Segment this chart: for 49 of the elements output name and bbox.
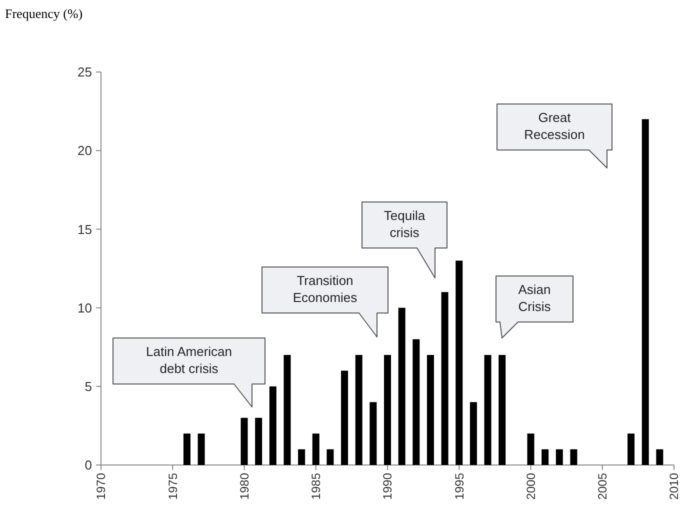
bar: [341, 370, 348, 465]
bar: [398, 308, 406, 465]
annotation: Tequila crisis: [384, 208, 426, 240]
x-tick-label: 1970: [94, 472, 108, 500]
bar: [370, 402, 377, 465]
bar: [355, 354, 362, 465]
bar: [441, 292, 448, 465]
bar: [642, 119, 649, 465]
y-tick-label: 20: [78, 143, 92, 158]
bar: [656, 449, 664, 465]
x-tick-label: 2010: [667, 472, 682, 500]
bar: [498, 354, 506, 465]
bar: [384, 354, 391, 465]
x-tick-label: 2000: [524, 472, 538, 500]
y-axis-title: Frequency (%): [5, 6, 83, 21]
bar: [255, 418, 262, 465]
bar: [484, 354, 492, 465]
x-tick-label: 1990: [380, 472, 395, 500]
bar: [628, 434, 635, 465]
bar: [412, 339, 420, 465]
bar: [426, 354, 434, 465]
x-tick-label: 1980: [237, 472, 252, 500]
bar: [298, 449, 306, 465]
bar: [326, 449, 334, 465]
annotation: Transition Economies: [292, 273, 358, 305]
bar: [269, 386, 276, 465]
bar: [456, 260, 463, 465]
bar: [240, 418, 248, 465]
y-tick-label: 15: [78, 222, 92, 237]
bar: [556, 449, 563, 465]
y-tick-label: 10: [78, 300, 92, 316]
x-tick-label: 1995: [452, 472, 466, 500]
annotation: Great Recession: [524, 110, 585, 142]
bar: [470, 402, 477, 465]
bar: [198, 434, 205, 465]
y-tick-label: 25: [78, 64, 92, 80]
annotation: Latin American debt crisis: [146, 344, 232, 376]
bar: [527, 434, 534, 465]
x-tick-label: 2005: [596, 472, 610, 500]
bar: [570, 449, 578, 465]
bar: [542, 449, 549, 465]
x-tick-label: 1985: [309, 472, 324, 500]
y-tick-label: 0: [84, 458, 92, 473]
annotation: Asian Crisis: [518, 282, 552, 314]
bar: [284, 354, 291, 465]
y-tick-label: 5: [84, 378, 92, 394]
x-tick-label: 1975: [166, 472, 180, 500]
bar: [312, 434, 320, 465]
bar: [183, 434, 190, 465]
